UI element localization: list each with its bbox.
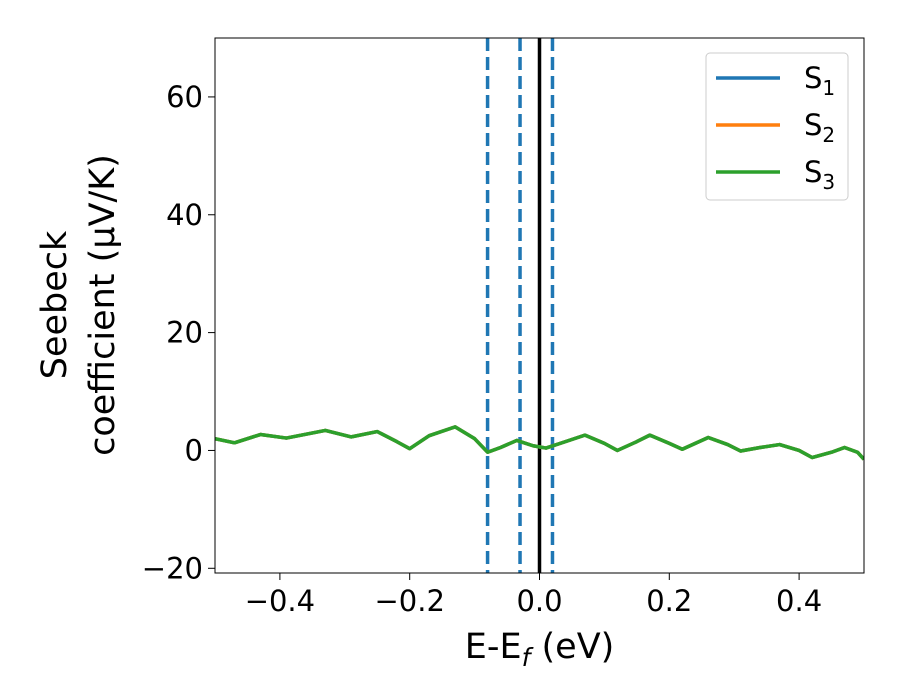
legend-label: S1 (804, 61, 835, 100)
legend-name: S (804, 155, 822, 189)
legend-sub: 2 (822, 123, 835, 147)
legend-label: S3 (804, 155, 835, 194)
x-label-rest: (eV) (530, 627, 614, 667)
x-tick-label: 0.2 (646, 584, 692, 618)
legend-name: S (804, 108, 822, 142)
series-line (215, 425, 864, 461)
y-label-line: Seebeck (35, 230, 75, 379)
plot-frame (214, 37, 865, 574)
y-tick-label: 0 (185, 433, 203, 467)
x-tick-label: −0.4 (245, 584, 315, 618)
y-axis-label: Seebeck coefficient (μV/K) (35, 154, 123, 456)
x-axis-label: E-Ef (eV) (465, 627, 615, 672)
x-label-main: E-E (465, 627, 522, 667)
x-tick-label: 0.0 (516, 584, 562, 618)
x-tick-label: −0.2 (374, 584, 444, 618)
y-label-line: coefficient (μV/K) (83, 154, 123, 456)
x-tick-label: 0.4 (776, 584, 822, 618)
legend-label: S2 (804, 108, 835, 147)
legend-name: S (804, 61, 822, 95)
y-tick-label: −20 (142, 551, 203, 585)
legend-sub: 3 (822, 170, 835, 194)
legend-sub: 1 (822, 76, 835, 100)
y-tick-label: 20 (166, 316, 203, 350)
y-tick-label: 40 (166, 198, 203, 232)
y-tick-label: 60 (166, 80, 203, 114)
